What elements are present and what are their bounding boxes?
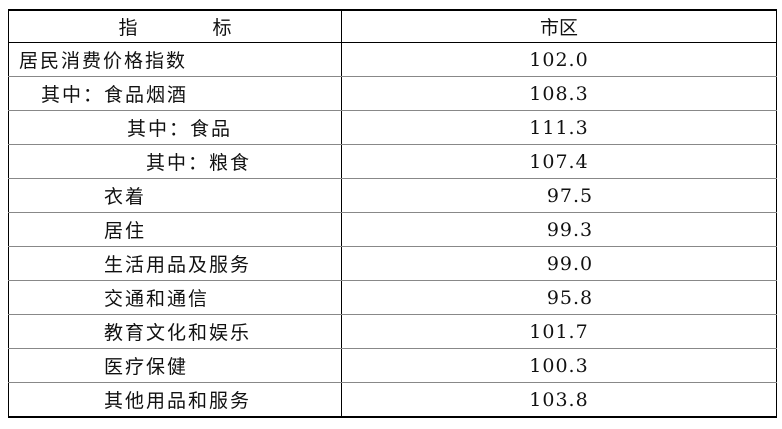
row-value-healthcare: 100.3 (341, 348, 777, 383)
row-label-cpi: 居民消费价格指数 (8, 42, 342, 77)
row-value-household-goods: 99.0 (341, 246, 777, 281)
row-label-food-tobacco-liquor: 其中：食品烟酒 (8, 76, 342, 111)
cpi-table: 指 标 市区 居民消费价格指数 102.0 其中：食品烟酒 108.3 其中：食… (8, 9, 777, 418)
row-label-food: 其中：食品 (8, 110, 342, 145)
row-label-healthcare: 医疗保健 (8, 348, 342, 383)
row-label-transport-communication: 交通和通信 (8, 280, 342, 315)
row-value-transport-communication: 95.8 (341, 280, 777, 315)
table-row: 其中：食品 111.3 (8, 110, 777, 145)
row-value-education-culture: 101.7 (341, 314, 777, 349)
row-value-other-goods-services: 103.8 (341, 382, 777, 418)
table-row: 衣着 97.5 (8, 178, 777, 213)
row-label-education-culture: 教育文化和娱乐 (8, 314, 342, 349)
row-value-cpi: 102.0 (341, 42, 777, 77)
header-row: 指 标 市区 (8, 9, 777, 43)
table-row: 生活用品及服务 99.0 (8, 246, 777, 281)
table-row: 教育文化和娱乐 101.7 (8, 314, 777, 349)
table-row: 其中：食品烟酒 108.3 (8, 76, 777, 111)
table-row: 居住 99.3 (8, 212, 777, 247)
row-value-housing: 99.3 (341, 212, 777, 247)
header-region: 市区 (341, 9, 777, 43)
row-label-clothing: 衣着 (8, 178, 342, 213)
header-indicator: 指 标 (8, 9, 342, 43)
row-value-food: 111.3 (341, 110, 777, 145)
table-row: 其他用品和服务 103.8 (8, 382, 777, 418)
row-label-household-goods: 生活用品及服务 (8, 246, 342, 281)
table-row: 其中：粮食 107.4 (8, 144, 777, 179)
row-value-clothing: 97.5 (341, 178, 777, 213)
row-value-food-tobacco-liquor: 108.3 (341, 76, 777, 111)
row-value-grain: 107.4 (341, 144, 777, 179)
row-label-housing: 居住 (8, 212, 342, 247)
row-label-other-goods-services: 其他用品和服务 (8, 382, 342, 418)
table-row: 医疗保健 100.3 (8, 348, 777, 383)
table-row: 居民消费价格指数 102.0 (8, 42, 777, 77)
row-label-grain: 其中：粮食 (8, 144, 342, 179)
table-row: 交通和通信 95.8 (8, 280, 777, 315)
